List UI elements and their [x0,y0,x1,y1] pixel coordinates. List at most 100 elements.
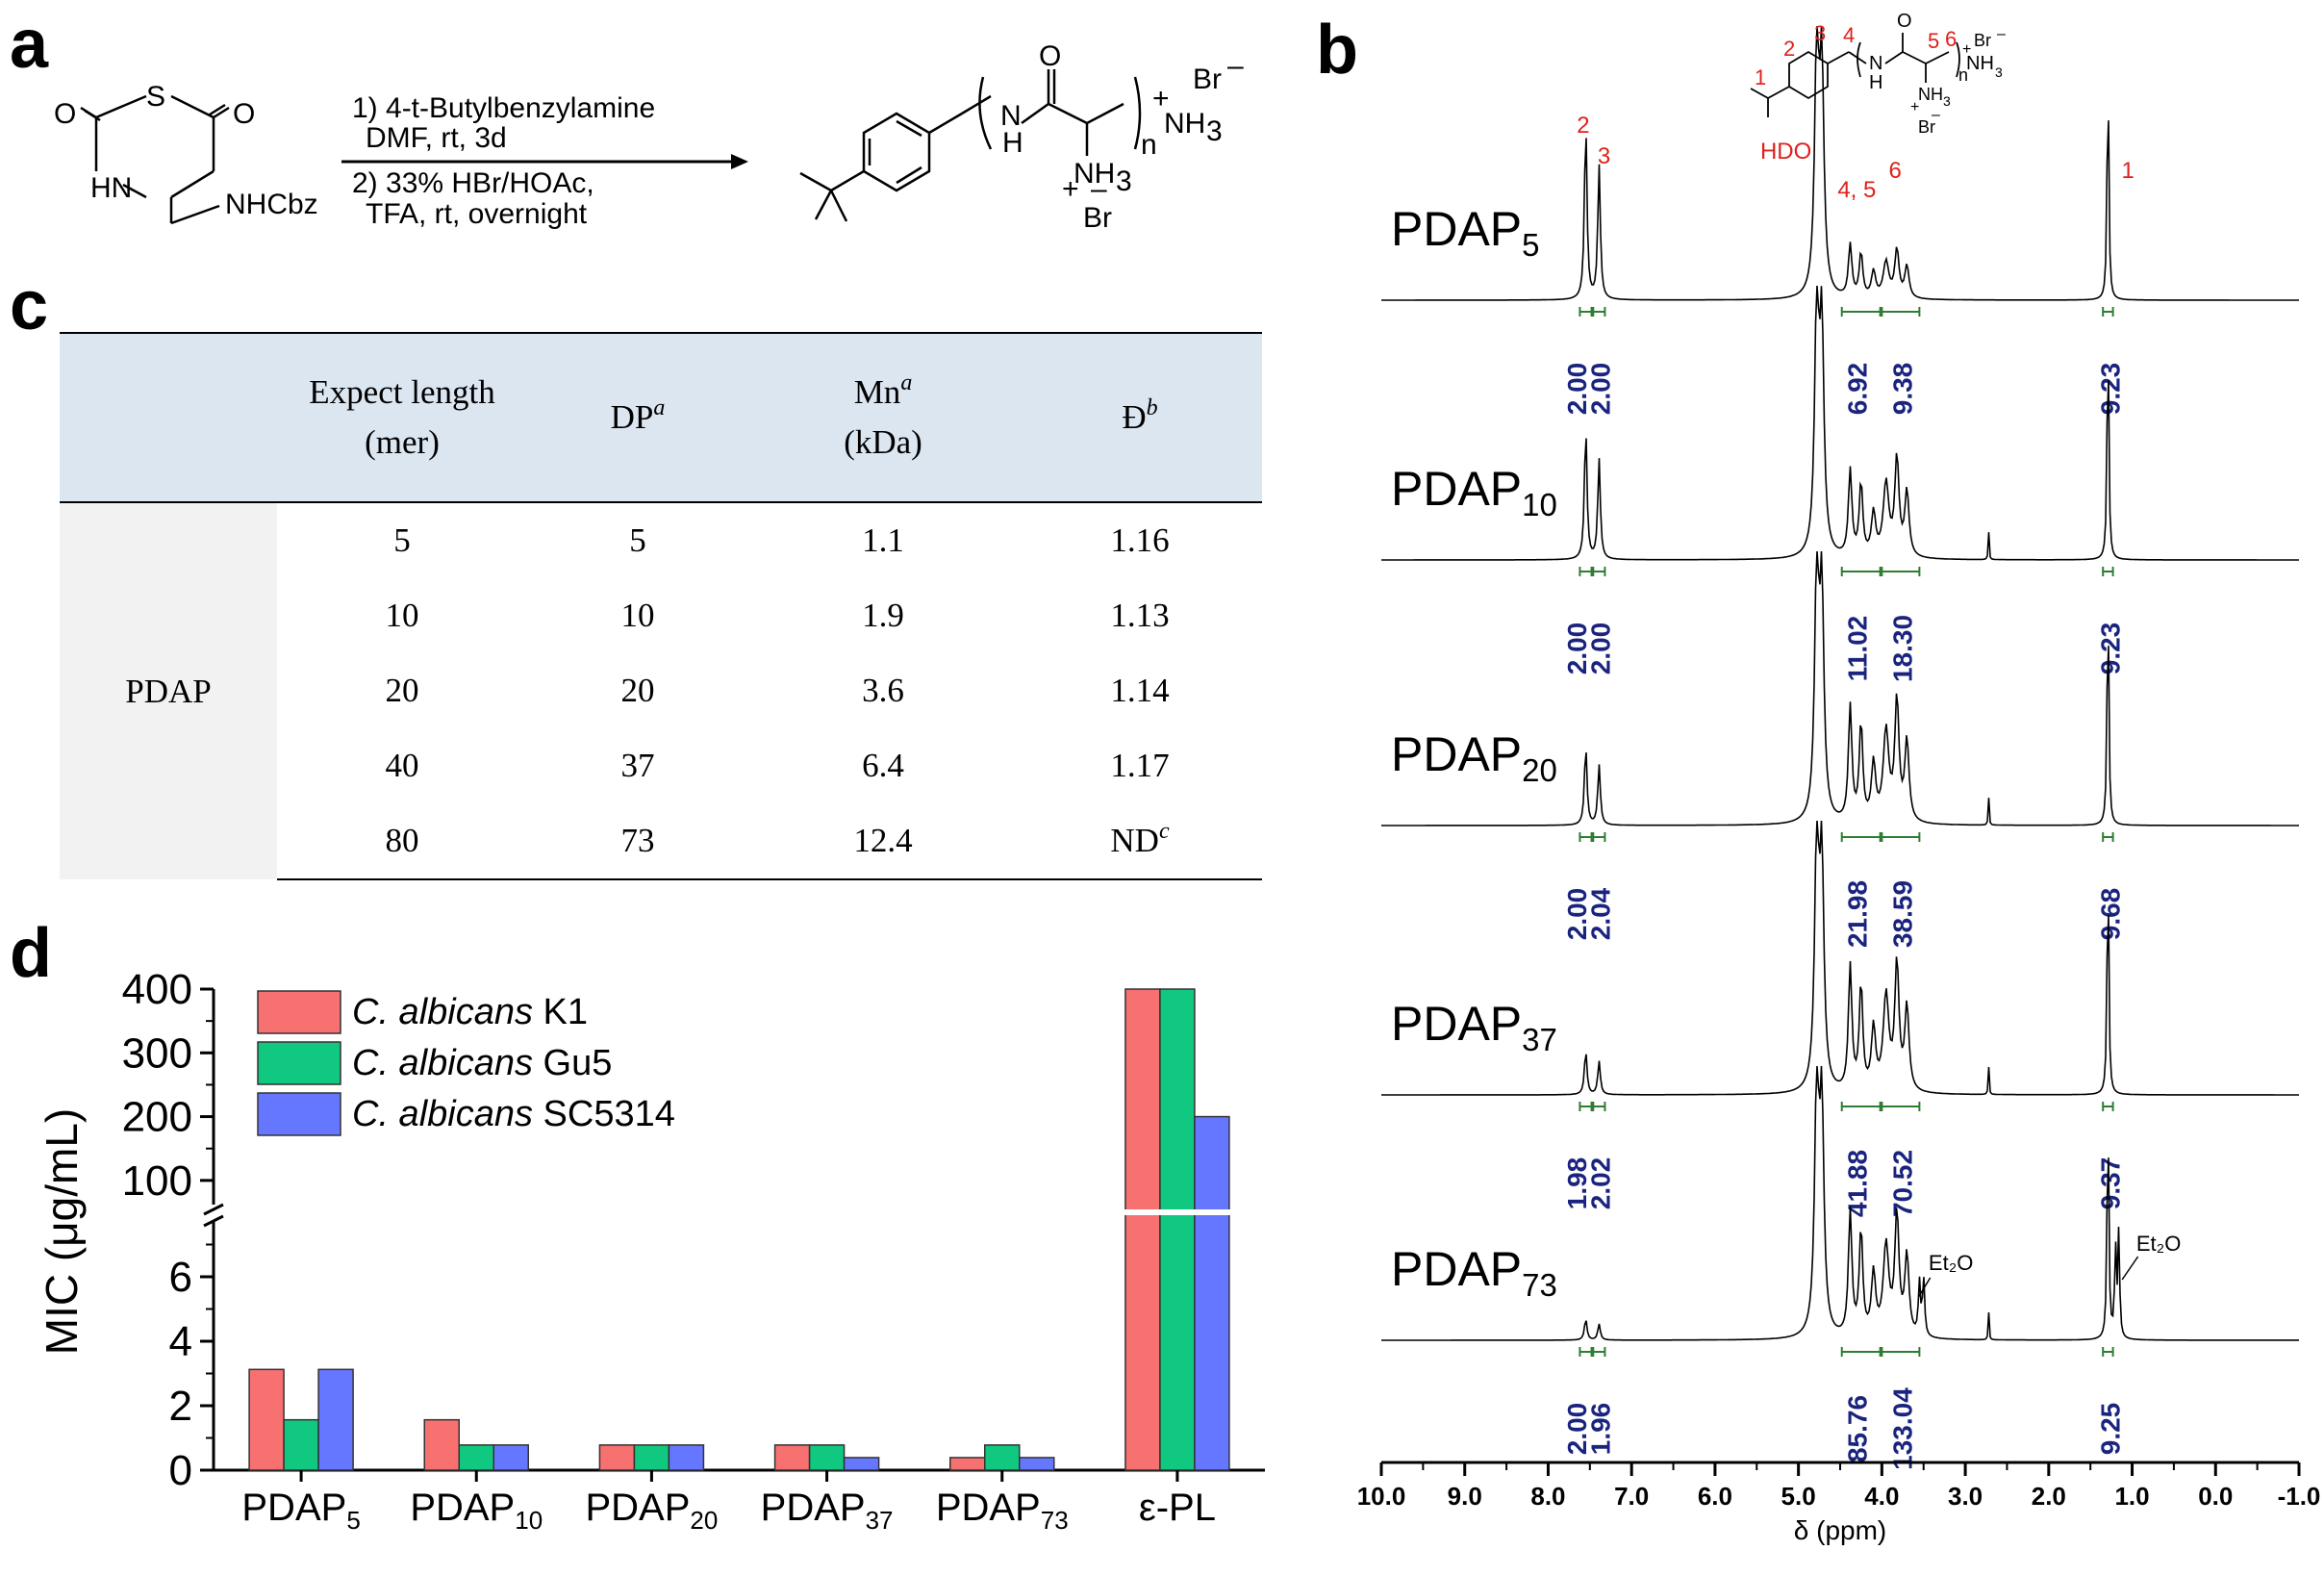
peak-label: 1 [2122,158,2135,184]
legend-swatch [257,1092,341,1136]
structure-atom: + [1910,99,1919,115]
structure-atom: + [1962,41,1971,58]
table-cell-expect: 10 [385,597,419,634]
spectrum-label: PDAP37 [1391,997,1557,1057]
y-tick-label: 400 [122,966,192,1013]
nmr-x-tick-label: -1.0 [2278,1482,2321,1511]
structure-atom: 3 [1995,64,2003,80]
condition-1: 1) 4-t-Butylbenzylamine [352,92,655,124]
table-row: 80 73 12.4 NDc [60,803,1262,880]
bar-break-gap [1123,1209,1231,1215]
panel-label-c: c [10,267,49,344]
table-cell-dp: 20 [620,672,655,709]
axis-break-mark [203,1203,224,1216]
integral-value: 1.96 [1585,1403,1615,1456]
bar [949,1457,986,1471]
nmr-x-tick-label: 1.0 [2114,1482,2149,1511]
solvent-arrow [2121,1256,2139,1281]
integral-value: 9.68 [2095,888,2125,941]
product-nh3: NH [1074,158,1115,190]
nmr-x-tick-label: 2.0 [2032,1482,2066,1511]
bar [773,1444,811,1471]
nmr-x-tick-label: 8.0 [1530,1482,1565,1511]
table-header-dp: DPa [610,395,666,436]
structure-number: 2 [1783,37,1795,61]
structure-bond [1884,51,1904,64]
bar [598,1444,636,1471]
table-header-mn: Mna (kDa) [844,370,922,461]
x-tick-label: PDAP10 [410,1487,543,1535]
product-nh3-end-sub: 3 [1206,115,1223,147]
structure-atom: Br [1918,117,1935,137]
product-n-subscript: n [1141,129,1157,161]
nmr-spectrum [1381,25,2299,301]
integral-value: 2.04 [1585,887,1615,940]
x-tick-label: PDAP5 [241,1487,360,1535]
bar [984,1444,1021,1471]
reactant-s: S [146,81,165,113]
structure-number: 5 [1928,29,1939,53]
table-row: PDAP 5 5 1.1 1.16 [60,502,1262,879]
product-br-2: Br [1193,64,1222,95]
bar [668,1444,705,1471]
panel-label-b: b [1316,12,1358,89]
bar [248,1368,285,1471]
solvent-arrow [1917,1277,1932,1298]
table-cell-dp: 10 [620,597,655,634]
integral-value: 9.38 [1887,363,1917,416]
table-cell-mn: 1.1 [862,521,904,559]
integral-value: 2.00 [1562,888,1592,941]
integral-value: 2.00 [1562,623,1592,675]
integral-value: 1.98 [1562,1157,1592,1210]
structure-atom: Br [1974,31,1991,50]
spectrum-line [1381,25,2299,301]
y-tick-label: 2 [169,1383,192,1430]
table-header-dispersity: Đb [1122,395,1158,436]
table-row: 20 20 3.6 1.14 [60,653,1262,728]
nmr-x-tick-label: 5.0 [1781,1482,1816,1511]
table-header-expect-length: Expect length (mer) [309,373,495,461]
x-tick-label: PDAP37 [761,1487,894,1535]
spectrum-line [1381,550,2299,826]
integral-value: 2.02 [1585,1157,1615,1210]
integral-value: 18.30 [1887,615,1917,682]
structure-bond [1925,51,1950,64]
bar [1019,1457,1055,1471]
nmr-x-tick-label: 7.0 [1614,1482,1649,1511]
y-tick-label: 200 [122,1094,192,1141]
spectrum-label: PDAP5 [1391,202,1540,263]
table-cell-dp: 73 [527,803,748,880]
spectrum-label: PDAP10 [1391,462,1557,522]
integral-value: 9.23 [2095,363,2125,416]
nmr-spectrum [1381,820,2299,1096]
table-row: 10 10 1.9 1.13 [60,578,1262,653]
product-nh3-end: NH [1164,108,1205,140]
product-o: O [1039,40,1061,72]
table-cell-d: 1.13 [1110,597,1170,634]
spectrum-line [1381,1065,2300,1341]
nmr-x-tick-label: 10.0 [1357,1482,1406,1511]
structure-atom: – [1932,107,1940,123]
nmr-spectrum [1381,550,2299,826]
integral-value: 85.76 [1843,1395,1873,1462]
condition-4: TFA, rt, overnight [366,198,588,230]
integral-value: 9.37 [2095,1157,2125,1210]
integral-value: 70.52 [1887,1150,1917,1217]
integral-value: 41.88 [1843,1150,1873,1217]
spectrum-label: PDAP20 [1391,727,1557,788]
structure-atom: O [1897,11,1912,32]
structure-atom: H [1869,72,1882,93]
y-axis-title: MIC (μg/mL) [37,1108,87,1356]
bar [1159,988,1196,1471]
reactant-o-left: O [54,98,76,130]
condition-3: 2) 33% HBr/HOAc, [352,167,594,199]
legend-label: C. albicans SC5314 [352,1094,675,1134]
table-cell-expect: 5 [393,521,411,559]
integral-value: 21.98 [1843,880,1873,948]
product-nh3-sub: 3 [1116,165,1132,197]
y-tick-label: 0 [169,1447,192,1494]
structure-number: 1 [1755,65,1766,89]
solvent-label: Et₂O [1929,1251,1973,1275]
panel-label-a: a [10,6,49,83]
